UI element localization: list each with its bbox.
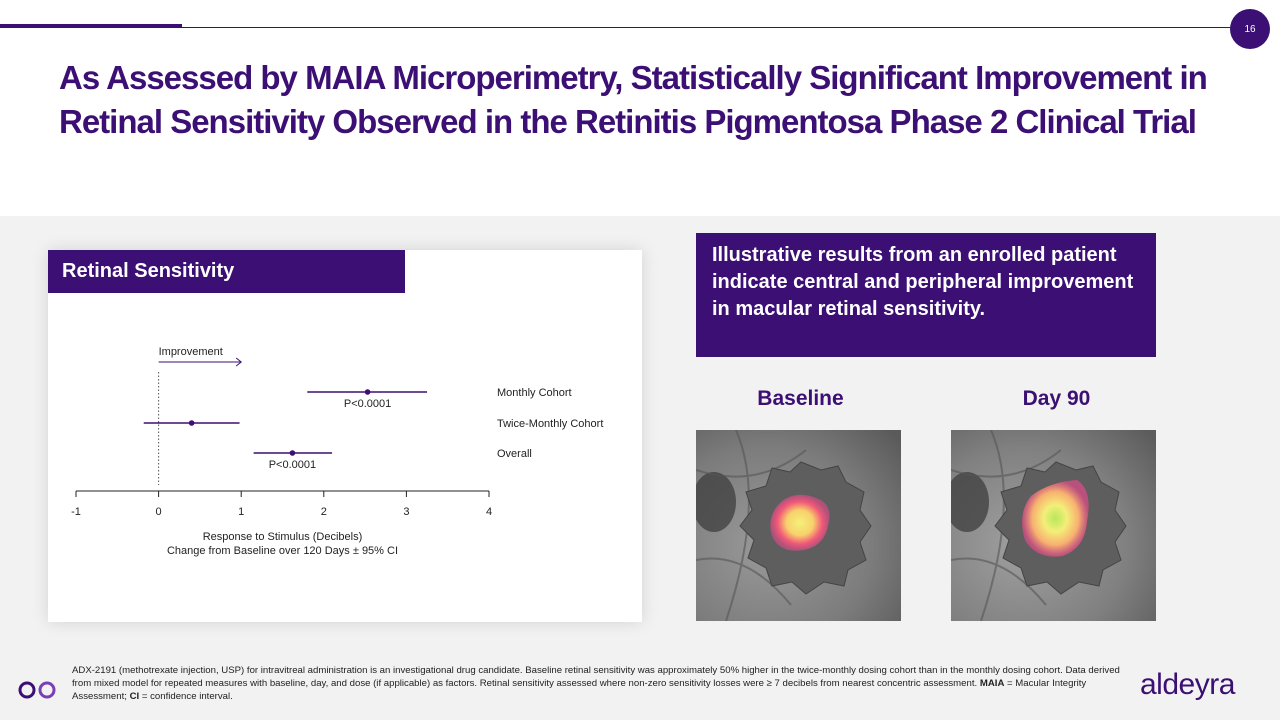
improvement-label: Improvement <box>159 346 223 358</box>
x-tick-label: 0 <box>156 506 162 518</box>
x-tick-label: 4 <box>486 506 492 518</box>
aldeyra-logo-text: aldeyra <box>1140 668 1235 701</box>
point-estimate <box>188 420 195 426</box>
point-estimate <box>289 450 296 456</box>
page-number-badge: 16 <box>1230 9 1270 49</box>
x-tick-label: 3 <box>403 506 409 518</box>
chart-card-header: Retinal Sensitivity <box>48 250 405 293</box>
x-tick-label: 2 <box>321 506 327 518</box>
callout-box: Illustrative results from an enrolled pa… <box>696 233 1156 357</box>
p-value-label: P<0.0001 <box>269 459 316 471</box>
page-title: As Assessed by MAIA Microperimetry, Stat… <box>59 59 1208 140</box>
footnote-text: ADX-2191 (methotrexate injection, USP) f… <box>72 665 1120 689</box>
p-value-label: P<0.0001 <box>344 398 391 410</box>
x-tick-label: 1 <box>238 506 244 518</box>
x-axis-title: Response to Stimulus (Decibels) <box>203 531 363 543</box>
improvement-arrowhead <box>235 357 243 367</box>
footnote-ci-def: = confidence interval. <box>139 691 233 702</box>
footnote-maia-def: = Macular Integrity Assessment; <box>72 678 1087 702</box>
footnote-maia-abbr: MAIA <box>979 678 1005 689</box>
top-accent-bar <box>0 24 182 28</box>
series-label: Monthly Cohort <box>497 387 572 399</box>
top-divider <box>0 27 1232 28</box>
point-estimate <box>364 389 371 395</box>
x-axis-subtitle: Change from Baseline over 120 Days ± 95%… <box>167 545 398 557</box>
day90-label: Day 90 <box>1022 387 1091 410</box>
day90-retina-image <box>951 430 1156 621</box>
baseline-retina-image <box>696 430 901 621</box>
chart-card <box>48 250 642 622</box>
baseline-label: Baseline <box>757 387 844 410</box>
footnote-ci-abbr: CI <box>129 691 140 702</box>
aldeyra-logo-icon <box>18 681 56 699</box>
series-label: Overall <box>497 448 532 460</box>
footnote: ADX-2191 (methotrexate injection, USP) f… <box>72 664 1132 703</box>
series-label: Twice-Monthly Cohort <box>497 418 603 430</box>
x-tick-label: -1 <box>71 506 81 518</box>
